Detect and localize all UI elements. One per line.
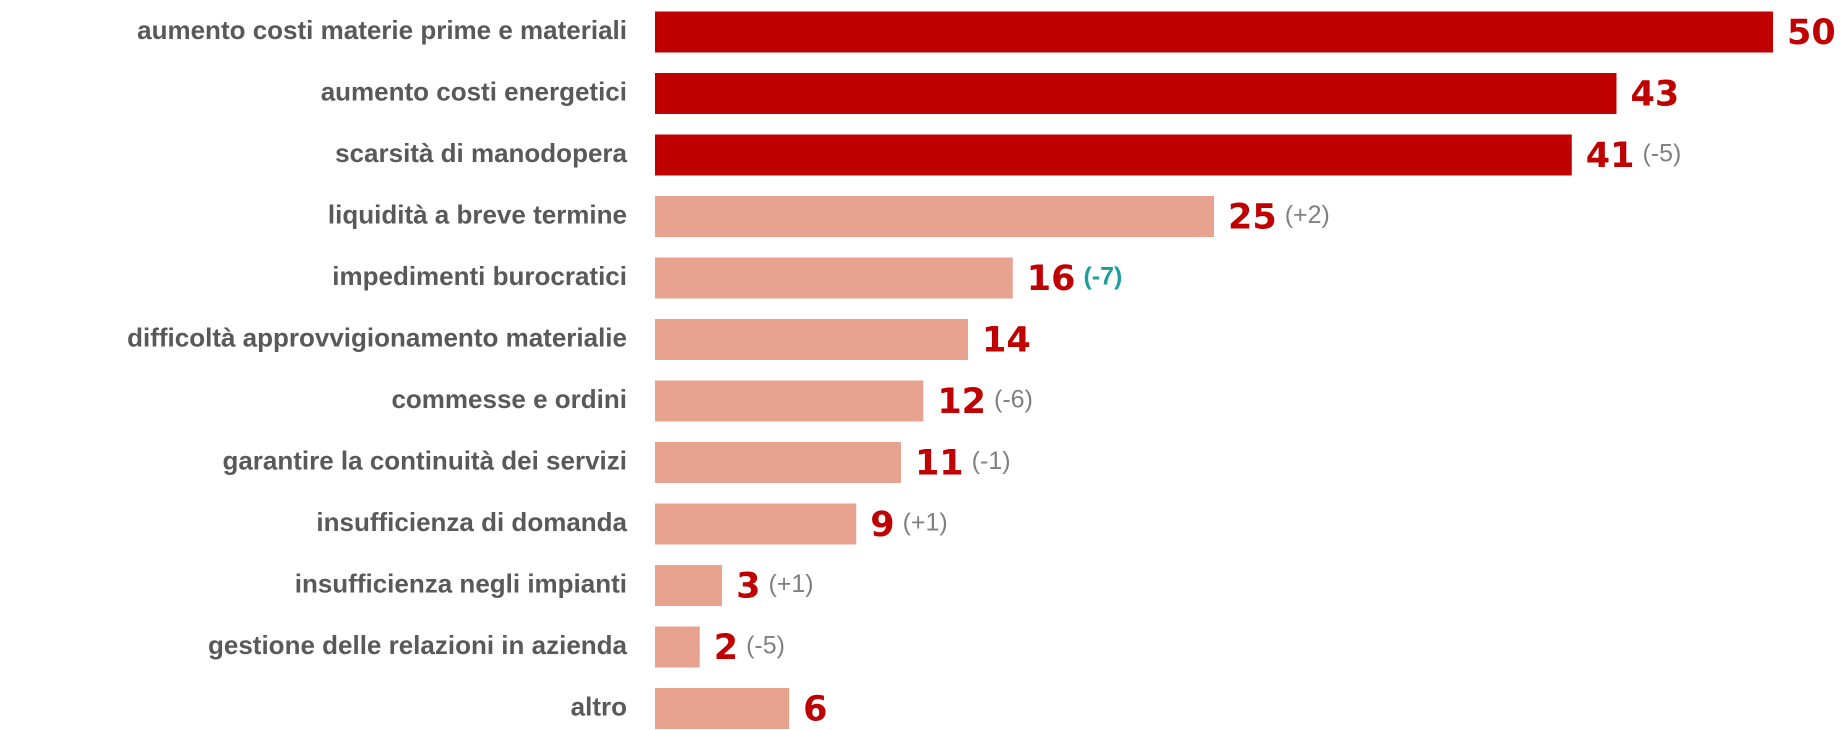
category-label: liquidità a breve termine (328, 199, 627, 229)
bar (655, 565, 723, 606)
change-label: (-5) (1642, 140, 1681, 168)
bar (655, 73, 1617, 114)
category-label: aumento costi materie prime e materiali (137, 15, 627, 45)
bar (655, 688, 790, 729)
value-label: 2 (714, 628, 738, 668)
value-label: 41 (1586, 136, 1635, 176)
category-label: impedimenti burocratici (332, 261, 627, 291)
category-label: insufficienza negli impianti (295, 568, 627, 598)
value-label: 12 (937, 382, 986, 422)
bar (655, 11, 1773, 53)
bar (655, 196, 1214, 237)
bar (655, 380, 924, 422)
bar (655, 319, 969, 360)
category-label: difficoltà approvvigionamento materialie (127, 322, 627, 352)
value-label: 16 (1027, 259, 1076, 299)
bar (655, 257, 1013, 299)
category-label: aumento costi energetici (321, 76, 627, 106)
value-label: 43 (1630, 75, 1679, 115)
change-label: (+2) (1285, 201, 1330, 229)
category-label: commesse e ordini (391, 384, 627, 414)
category-label: insufficienza di domanda (316, 507, 627, 537)
change-label: (+1) (903, 509, 948, 537)
bar (655, 503, 857, 545)
value-label: 50 (1787, 13, 1836, 53)
value-label: 6 (803, 690, 827, 730)
value-label: 25 (1228, 198, 1277, 238)
change-label: (-7) (1083, 263, 1122, 291)
category-label: altro (571, 691, 627, 721)
value-label: 14 (982, 321, 1031, 361)
bar (655, 626, 700, 668)
value-label: 9 (870, 505, 894, 545)
change-label: (-6) (994, 386, 1033, 414)
change-label: (-5) (746, 632, 785, 660)
change-label: (+1) (768, 570, 813, 598)
bar (655, 442, 901, 483)
category-label: gestione delle relazioni in azienda (208, 630, 628, 660)
value-label: 3 (736, 567, 760, 607)
value-label: 11 (915, 444, 964, 484)
category-label: scarsità di manodopera (335, 138, 627, 168)
bar (655, 134, 1572, 176)
category-label: garantire la continuità dei servizi (222, 445, 627, 475)
change-label: (-1) (972, 447, 1011, 475)
